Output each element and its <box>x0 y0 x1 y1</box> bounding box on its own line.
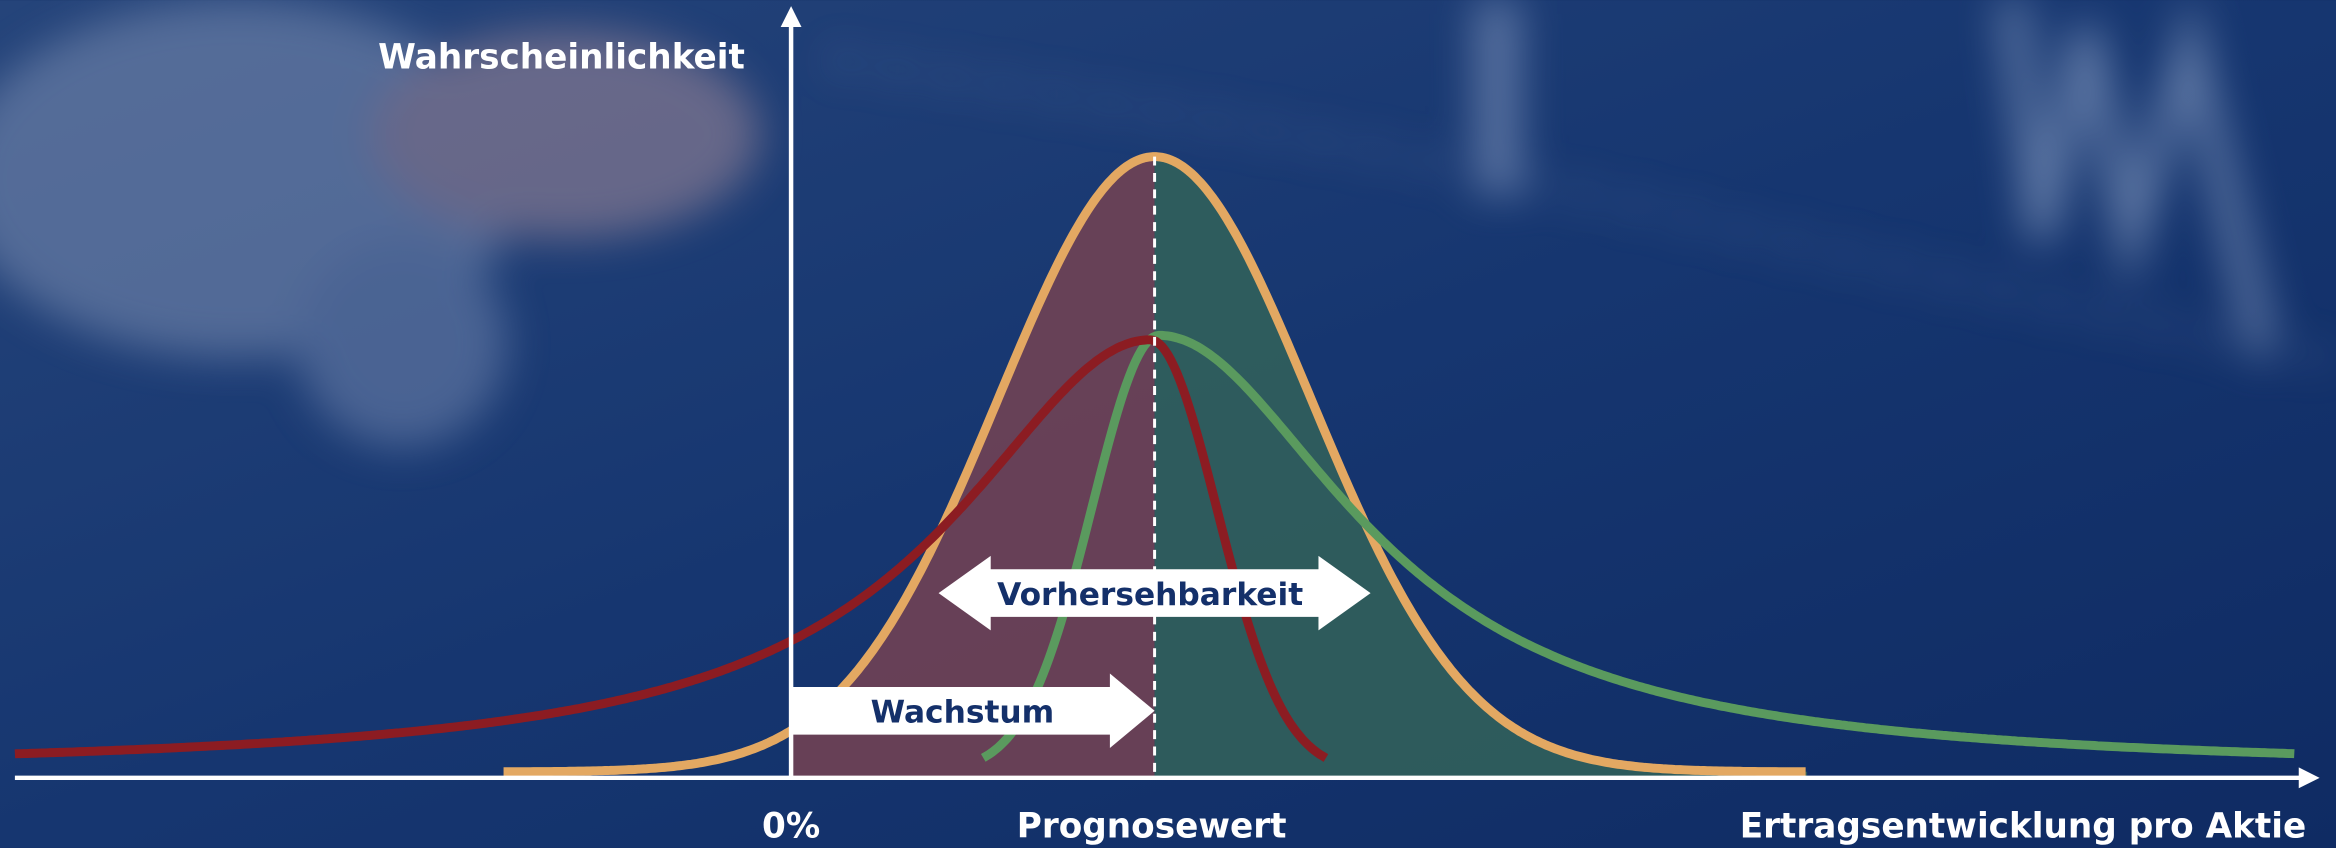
zero-label: 0% <box>762 806 820 846</box>
y-axis-label: Wahrscheinlichkeit <box>378 38 745 78</box>
curves <box>14 152 2295 778</box>
background-blur <box>0 0 2326 448</box>
growth-arrow <box>791 673 1155 749</box>
fill-right <box>1154 156 1808 778</box>
x-axis-arrow <box>2298 767 2320 789</box>
green-curve <box>980 330 2295 762</box>
x-axis-title: Ertragsentwicklung pro Aktie <box>1740 806 2306 846</box>
predictability-arrow <box>938 555 1371 631</box>
growth-label: Wachstum <box>871 695 1055 731</box>
red-curve <box>14 335 1329 762</box>
predictability-label: Vorhersehbarkeit <box>997 577 1303 613</box>
forecast-label: Prognosewert <box>1017 806 1287 846</box>
y-axis-arrow <box>780 6 802 27</box>
